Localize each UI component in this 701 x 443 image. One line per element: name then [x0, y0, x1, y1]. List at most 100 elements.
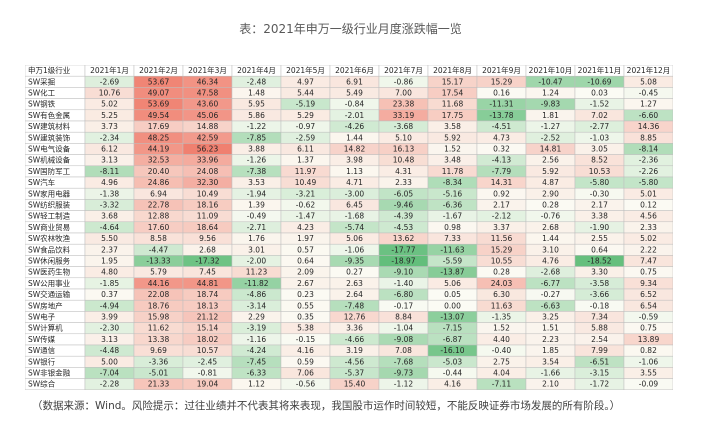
cell-value: 18.74	[197, 290, 219, 299]
cell-value: 3.48	[444, 156, 461, 165]
cell-value: 7.34	[591, 313, 608, 322]
cell-value: 0.37	[101, 290, 118, 299]
cell-value: -5.59	[443, 257, 463, 266]
cell-value: 1.95	[101, 257, 118, 266]
cell-value: 3.37	[493, 223, 510, 232]
cell-value: 2.63	[346, 279, 363, 288]
cell-value: 2.09	[297, 268, 314, 277]
industry-label: SW电子	[28, 312, 56, 322]
cell-value: 2.56	[542, 156, 559, 165]
cell-value: 17.69	[148, 122, 170, 131]
cell-value: 1.51	[542, 324, 559, 333]
column-header: 2021年12月	[627, 65, 671, 75]
cell-value: 6.94	[150, 189, 167, 198]
cell-value: 3.58	[444, 122, 461, 131]
cell-value: -6.60	[639, 111, 659, 120]
cell-value: 15.17	[442, 77, 464, 86]
cell-value: 24.86	[148, 178, 170, 187]
cell-value: 18.13	[197, 301, 219, 310]
industry-label: SW汽车	[28, 177, 56, 187]
cell-value: -5.37	[345, 369, 365, 378]
industry-label: SW食品饮料	[28, 244, 71, 254]
cell-value: 0.57	[297, 245, 314, 254]
cell-value: -7.15	[443, 324, 463, 333]
cell-value: 3.54	[542, 357, 559, 366]
cell-value: -0.59	[639, 313, 659, 322]
cell-value: -4.48	[100, 346, 120, 355]
cell-value: -9.35	[345, 257, 365, 266]
cell-value: 11.23	[246, 268, 268, 277]
cell-value: 2.68	[542, 223, 559, 232]
cell-value: 0.32	[493, 145, 510, 154]
cell-value: 0.16	[493, 89, 510, 98]
column-header: 2021年8月	[433, 65, 472, 75]
industry-label: SW采掘	[28, 76, 55, 86]
cell-value: -7.11	[492, 380, 512, 389]
cell-value: -0.84	[345, 100, 365, 109]
cell-value: 42.59	[197, 133, 219, 142]
cell-value: 0.64	[297, 257, 314, 266]
cell-value: 5.02	[101, 100, 118, 109]
cell-value: -0.30	[590, 189, 610, 198]
cell-value: 1.37	[297, 156, 314, 165]
cell-value: -5.19	[296, 100, 316, 109]
cell-value: 5.02	[640, 234, 657, 243]
cell-value: 0.35	[297, 313, 314, 322]
industry-label: SW休闲服务	[28, 256, 71, 266]
column-header: 2021年7月	[384, 65, 423, 75]
cell-value: 2.54	[591, 335, 608, 344]
cell-value: -13.07	[440, 313, 464, 322]
industry-label: SW通信	[28, 345, 56, 355]
industry-label: SW建筑材料	[28, 121, 71, 131]
cell-value: -6.36	[443, 201, 463, 210]
cell-value: -0.18	[590, 301, 610, 310]
cell-value: 5.06	[444, 279, 461, 288]
cell-value: 3.99	[101, 313, 118, 322]
cell-value: -0.76	[541, 212, 561, 221]
column-header: 2021年11月	[578, 65, 622, 75]
industry-label: SW钢铁	[28, 99, 56, 109]
cell-value: 6.45	[346, 201, 363, 210]
cell-value: -1.06	[345, 245, 365, 254]
cell-value: -6.77	[541, 279, 561, 288]
cell-value: 5.88	[591, 324, 608, 333]
cell-value: 6.52	[640, 290, 657, 299]
industry-label: SW房地产	[28, 300, 63, 310]
chart-title: 表：2021年申万一级行业月度涨跌幅一览	[239, 22, 462, 36]
cell-value: -2.28	[100, 380, 120, 389]
cell-value: 0.03	[591, 89, 608, 98]
cell-value: 48.25	[148, 133, 170, 142]
cell-value: -1.52	[590, 100, 610, 109]
cell-value: -3.00	[345, 189, 365, 198]
cell-value: 5.25	[101, 111, 118, 120]
cell-value: 4.76	[542, 257, 559, 266]
industry-label: SW国防军工	[28, 166, 71, 176]
cell-value: 4.87	[542, 178, 559, 187]
corner-label: 申万1级行业	[28, 65, 71, 75]
cell-value: 0.00	[444, 301, 461, 310]
cell-value: 2.17	[591, 201, 608, 210]
cell-value: -0.45	[639, 89, 659, 98]
industry-label: SW传媒	[28, 334, 56, 344]
cell-value: 3.36	[346, 324, 363, 333]
cell-value: -0.27	[541, 290, 561, 299]
cell-value: 7.02	[591, 111, 608, 120]
cell-value: -11.82	[244, 279, 268, 288]
cell-value: -17.32	[195, 257, 219, 266]
cell-value: 0.98	[444, 223, 461, 232]
cell-value: -2.77	[590, 122, 610, 131]
cell-value: 4.56	[640, 212, 657, 221]
cell-value: -1.85	[100, 279, 120, 288]
cell-value: -1.26	[247, 156, 267, 165]
cell-value: 12.76	[344, 313, 366, 322]
cell-value: -4.26	[345, 122, 365, 131]
cell-value: 5.38	[297, 324, 314, 333]
cell-value: -1.68	[345, 212, 365, 221]
cell-value: 2.90	[542, 189, 559, 198]
cell-value: 0.12	[640, 201, 657, 210]
cell-value: 4.97	[297, 77, 314, 86]
cell-value: -1.94	[247, 189, 267, 198]
cell-value: 46.34	[197, 77, 219, 86]
cell-value: 17.60	[148, 223, 170, 232]
cell-value: -6.80	[394, 290, 414, 299]
